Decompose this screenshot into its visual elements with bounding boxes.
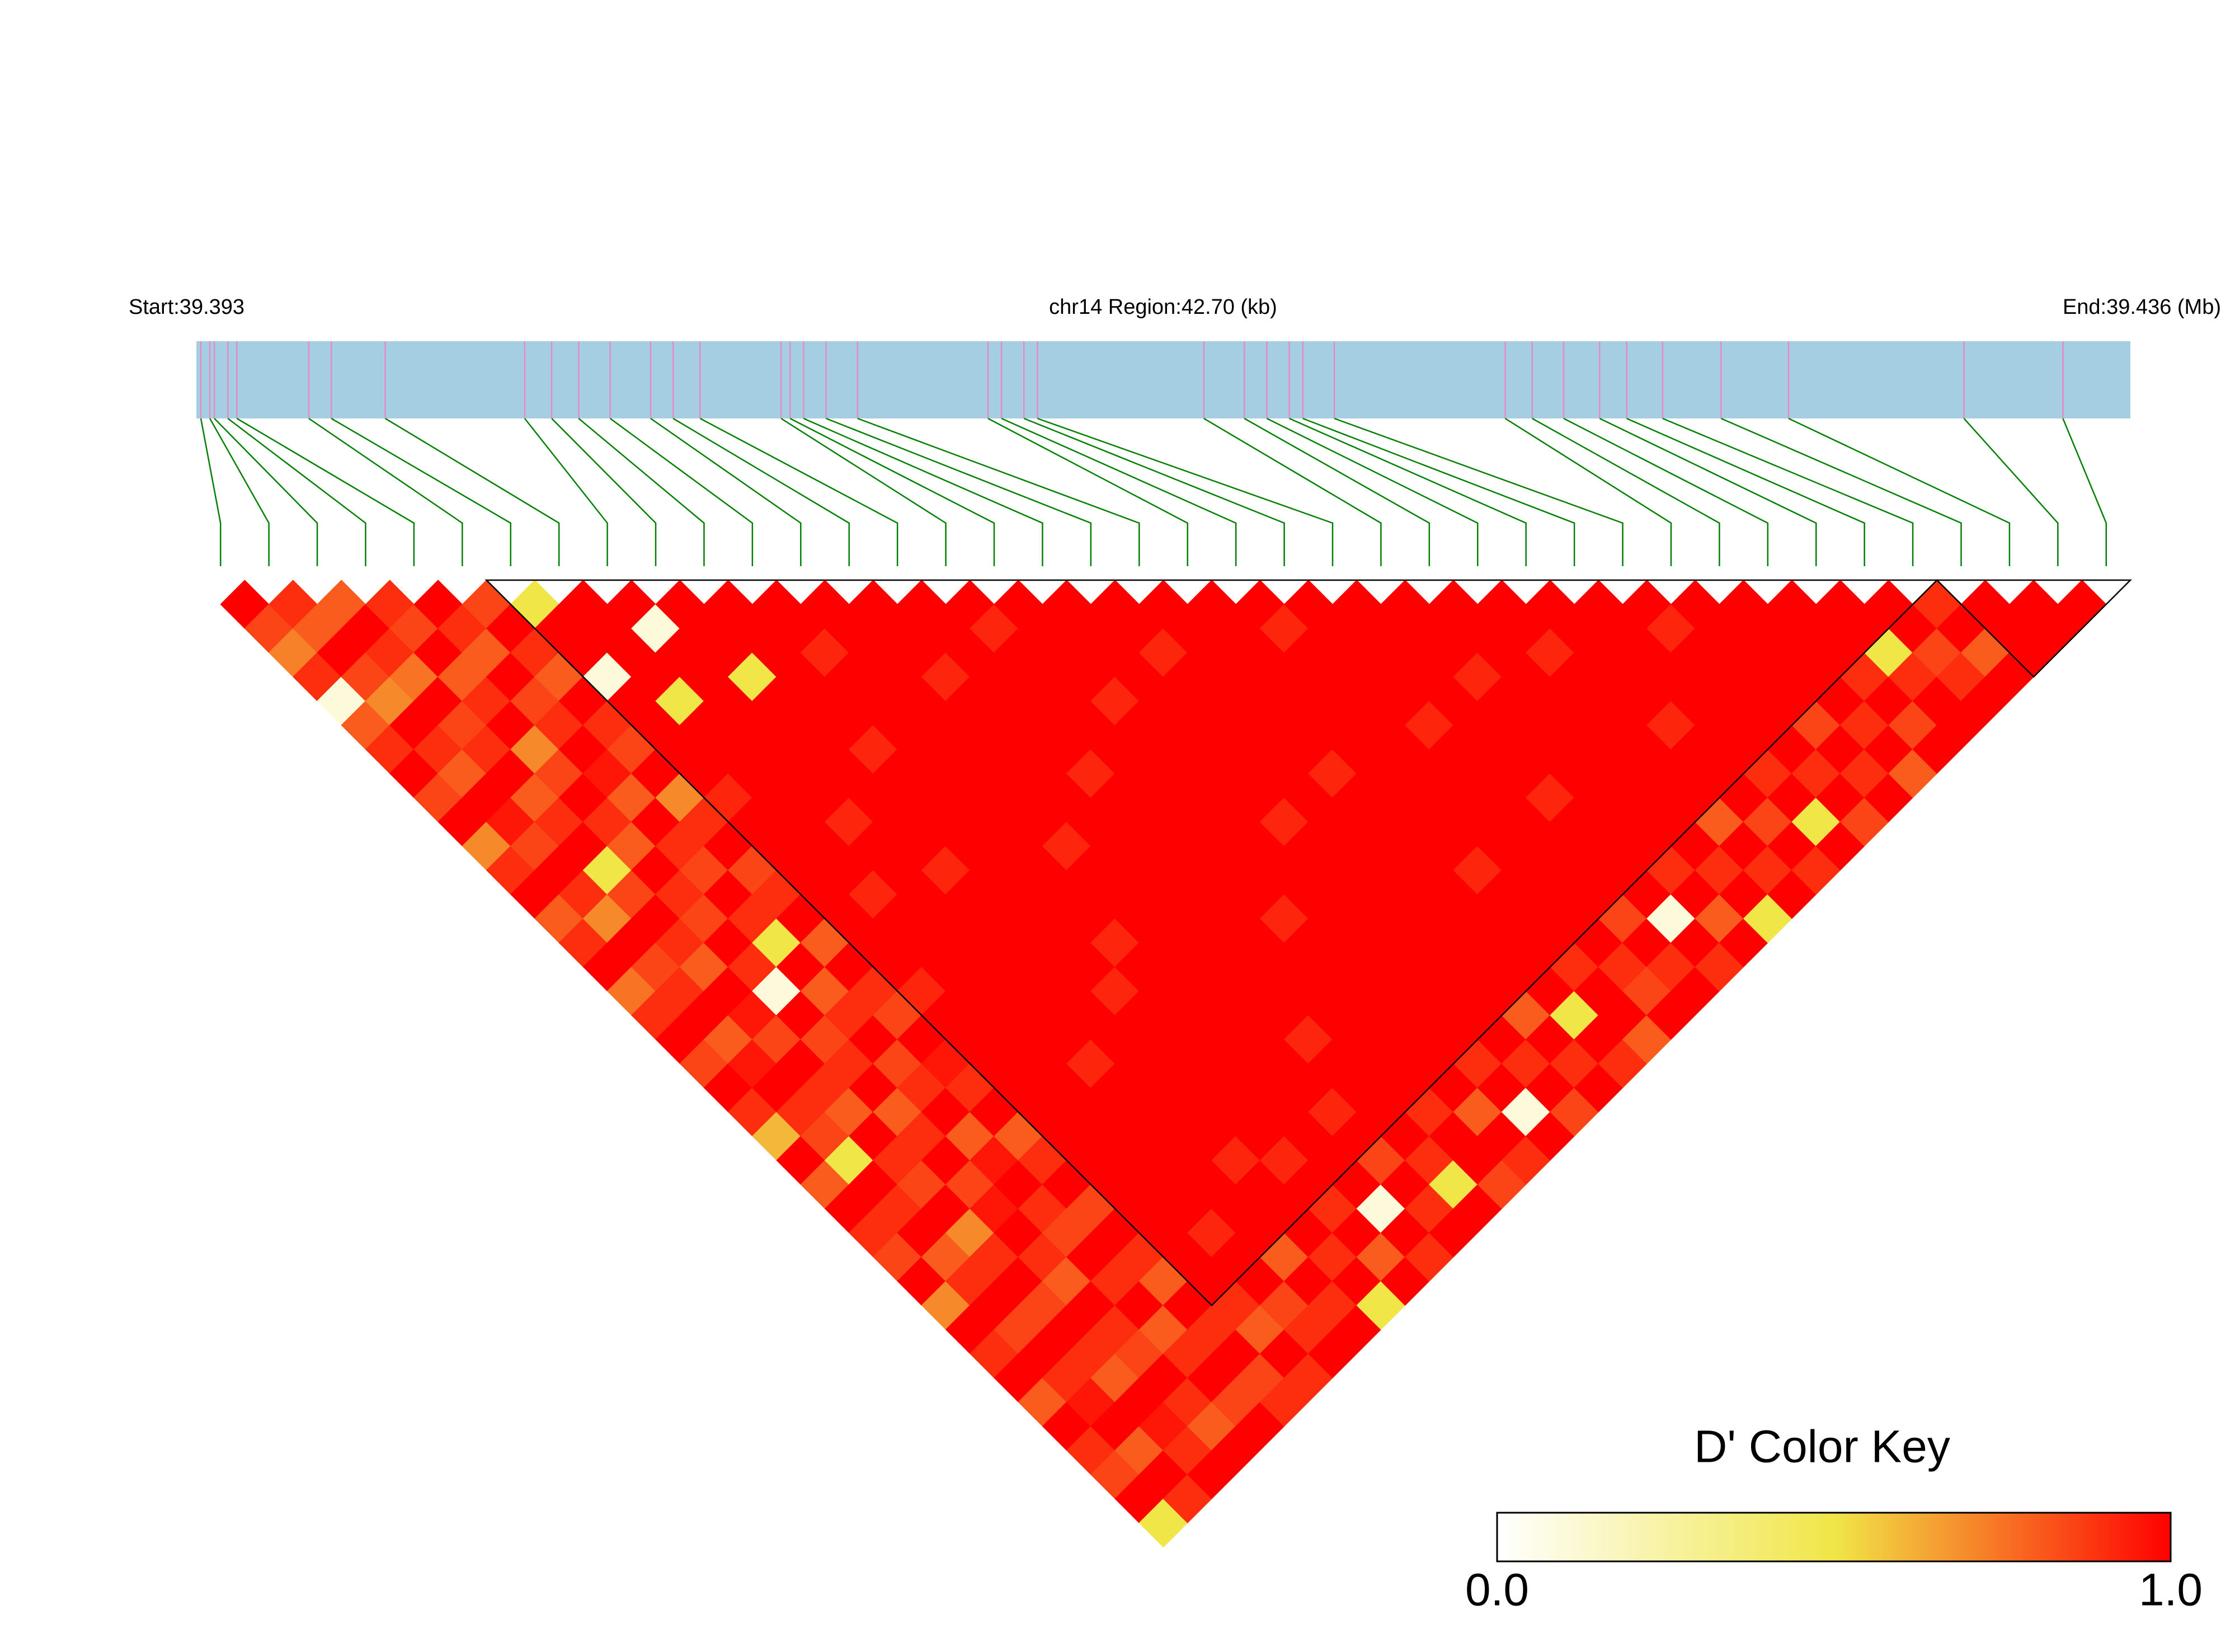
snp-connector <box>1563 417 1769 566</box>
snp-connector <box>1037 417 1334 566</box>
snp-connector <box>2062 418 2107 566</box>
snp-connector <box>1289 417 1527 566</box>
snp-connector <box>789 417 995 566</box>
snp-connector <box>209 418 270 566</box>
key-tick-label: 1.0 <box>2139 1565 2203 1616</box>
snp-connector <box>672 417 850 566</box>
key-tick-label: 0.0 <box>1465 1565 1529 1616</box>
ld-block <box>1935 579 2133 678</box>
snp-connector <box>1001 417 1237 566</box>
snp-connector <box>857 417 1140 566</box>
snp-connector <box>1334 417 1624 566</box>
snp-connector <box>331 417 512 566</box>
snp-connector <box>803 417 1043 566</box>
snp-connector <box>385 417 560 566</box>
snp-connector <box>578 418 705 566</box>
snp-connector <box>780 417 947 566</box>
snp-connector <box>1788 417 2011 566</box>
legend-title: D' Color Key <box>1694 1422 1950 1472</box>
snp-connector <box>551 418 657 566</box>
snp-connector <box>650 417 802 566</box>
snp-connector <box>524 418 608 566</box>
snp-connector <box>826 417 1092 566</box>
snp-connector <box>609 417 754 566</box>
snp-connector <box>308 417 463 566</box>
end-label: End:39.436 (Mb) <box>2063 295 2221 319</box>
snp-connector <box>200 418 222 566</box>
snp-connector <box>1266 417 1479 566</box>
snp-connector <box>1626 417 1865 566</box>
snp-connector <box>227 418 366 566</box>
snp-connector <box>1963 418 2059 566</box>
snp-connector <box>1504 417 1672 566</box>
snp-connector <box>1302 417 1575 566</box>
start-label: Start:39.393 <box>129 295 244 319</box>
snp-connector <box>1023 417 1285 566</box>
snp-connector <box>1244 417 1431 566</box>
snp-connector <box>214 418 318 566</box>
chart-title: chr14 Region:42.70 (kb) <box>1049 295 1277 319</box>
gene-bar <box>196 341 2130 418</box>
snp-connector <box>1599 417 1817 566</box>
snp-connector <box>699 417 898 566</box>
snp-connector <box>1203 417 1382 566</box>
ld-block <box>484 579 1939 1307</box>
snp-connector <box>1720 417 1962 566</box>
snp-connector <box>1662 417 1914 566</box>
snp-connector <box>236 417 415 566</box>
color-key <box>1496 1512 2172 1562</box>
snp-connector <box>987 417 1188 566</box>
snp-connector <box>1532 417 1720 566</box>
